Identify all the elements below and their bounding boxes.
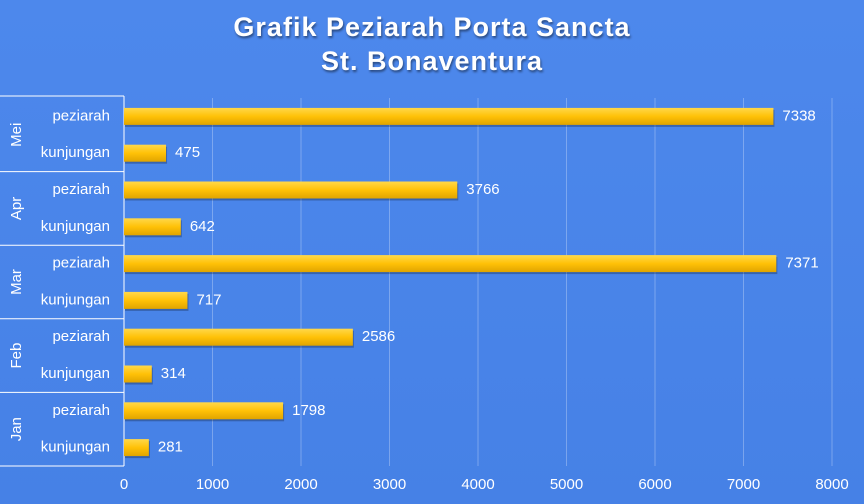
chart-title-line-2: St. Bonaventura (320, 46, 544, 76)
chart-title-line-1: Grafik Peziarah Porta Sancta (233, 12, 631, 42)
bar (124, 402, 284, 420)
x-tick-label: 5000 (550, 476, 583, 493)
bar (124, 255, 777, 273)
bar (124, 439, 149, 457)
bar (124, 107, 774, 125)
data-label: 642 (190, 218, 215, 235)
x-tick-label: 6000 (638, 476, 671, 493)
data-label: 314 (161, 365, 186, 382)
category-label: peziarah (52, 255, 110, 272)
x-tick-label: 4000 (461, 476, 494, 493)
category-label: kunjungan (41, 439, 110, 456)
data-label: 7338 (782, 107, 815, 124)
data-label: 2586 (362, 328, 395, 345)
group-label: Feb (8, 343, 25, 369)
bar (124, 181, 458, 199)
bar (124, 144, 167, 162)
data-label: 281 (158, 439, 183, 456)
category-label: peziarah (52, 402, 110, 419)
bar (124, 291, 188, 309)
group-label: Mar (8, 269, 25, 295)
category-label: peziarah (52, 107, 110, 124)
data-label: 475 (175, 144, 200, 161)
data-label: 717 (196, 291, 221, 308)
x-tick-label: 1000 (196, 476, 229, 493)
bar (124, 365, 152, 383)
category-label: peziarah (52, 328, 110, 345)
x-tick-label: 0 (120, 476, 128, 493)
category-label: kunjungan (41, 218, 110, 235)
category-label: kunjungan (41, 144, 110, 161)
data-label: 1798 (292, 402, 325, 419)
category-label: kunjungan (41, 291, 110, 308)
group-label: Mei (8, 123, 25, 147)
data-label: 3766 (466, 181, 499, 198)
group-label: Apr (8, 197, 25, 220)
data-label: 7371 (785, 255, 818, 272)
group-label: Jan (8, 417, 25, 441)
x-tick-label: 8000 (815, 476, 848, 493)
x-tick-label: 7000 (727, 476, 760, 493)
bar (124, 328, 353, 346)
x-tick-label: 3000 (373, 476, 406, 493)
category-label: kunjungan (41, 365, 110, 382)
category-label: peziarah (52, 181, 110, 198)
bar (124, 218, 181, 236)
x-tick-label: 2000 (284, 476, 317, 493)
